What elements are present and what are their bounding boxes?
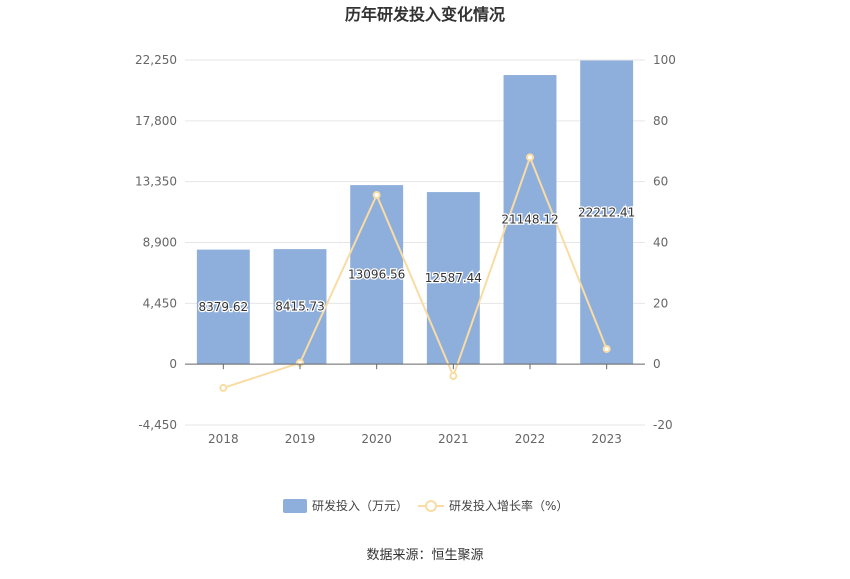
y-right-tick-label: 100 [653, 53, 676, 67]
bar [503, 75, 557, 365]
y-left-tick-label: 17,800 [135, 114, 177, 128]
bar-data-label: 22212.41 [578, 205, 635, 219]
grid [185, 59, 645, 426]
y-left-tick-label: 22,250 [135, 53, 177, 67]
x-tick-label: 2023 [591, 432, 622, 446]
growth-point [219, 383, 228, 392]
legend-swatch-bar[interactable] [283, 499, 307, 513]
bar-data-label: 21148.12 [501, 213, 558, 227]
growth-line [223, 154, 608, 389]
growth-point [526, 153, 534, 162]
y-right-tick-label: -20 [653, 418, 673, 432]
y-right-tick-label: 60 [653, 175, 668, 189]
y-right-tick-label: 80 [653, 114, 668, 128]
y-left-tick-label: 8,900 [143, 236, 177, 250]
bar-data-label: 12587.44 [425, 271, 482, 285]
bar [273, 249, 327, 365]
y-right-tick-label: 20 [653, 296, 668, 310]
x-tick-label: 2022 [515, 432, 546, 446]
bar [580, 60, 634, 365]
growth-point [602, 344, 611, 353]
y-right-tick-label: 0 [653, 357, 661, 371]
source-note: 数据来源：恒生聚源 [366, 548, 483, 563]
bar-data-label: 13096.56 [348, 268, 405, 282]
y-left-tick-label: -4,450 [138, 418, 177, 432]
y-left-tick-label: 0 [169, 357, 177, 371]
axes: -4,450 -20 0 0 4,450 20 8,900 40 13,350 60 17,800 8… [135, 53, 676, 446]
y-left-tick-label: 4,450 [143, 296, 177, 310]
x-tick-label: 2018 [208, 432, 239, 446]
bar [350, 185, 404, 365]
growth-point [449, 372, 458, 381]
legend-label-bar[interactable]: 研发投入（万元） [312, 498, 408, 513]
x-tick-label: 2021 [438, 432, 469, 446]
y-right-tick-label: 40 [653, 236, 668, 250]
bar-data-label: 8415.73 [275, 300, 325, 314]
x-tick-label: 2019 [285, 432, 316, 446]
legend-label-line[interactable]: 研发投入增长率（%） [449, 498, 568, 513]
bar [196, 249, 250, 365]
line-layer [219, 153, 611, 392]
legend-swatch-line-marker[interactable] [425, 500, 437, 512]
y-left-tick-label: 13,350 [135, 175, 177, 189]
x-tick-label: 2020 [361, 432, 392, 446]
legend: 研发投入（万元） 研发投入增长率（%） [283, 498, 568, 513]
bar-labels: 8379.62 8415.73 13096.56 12587.44 21148.12 22… [197, 204, 636, 315]
bars-layer [196, 60, 634, 365]
growth-point [372, 191, 381, 200]
bar-data-label: 8379.62 [199, 300, 249, 314]
chart-title: 历年研发投入变化情况 [345, 5, 505, 24]
